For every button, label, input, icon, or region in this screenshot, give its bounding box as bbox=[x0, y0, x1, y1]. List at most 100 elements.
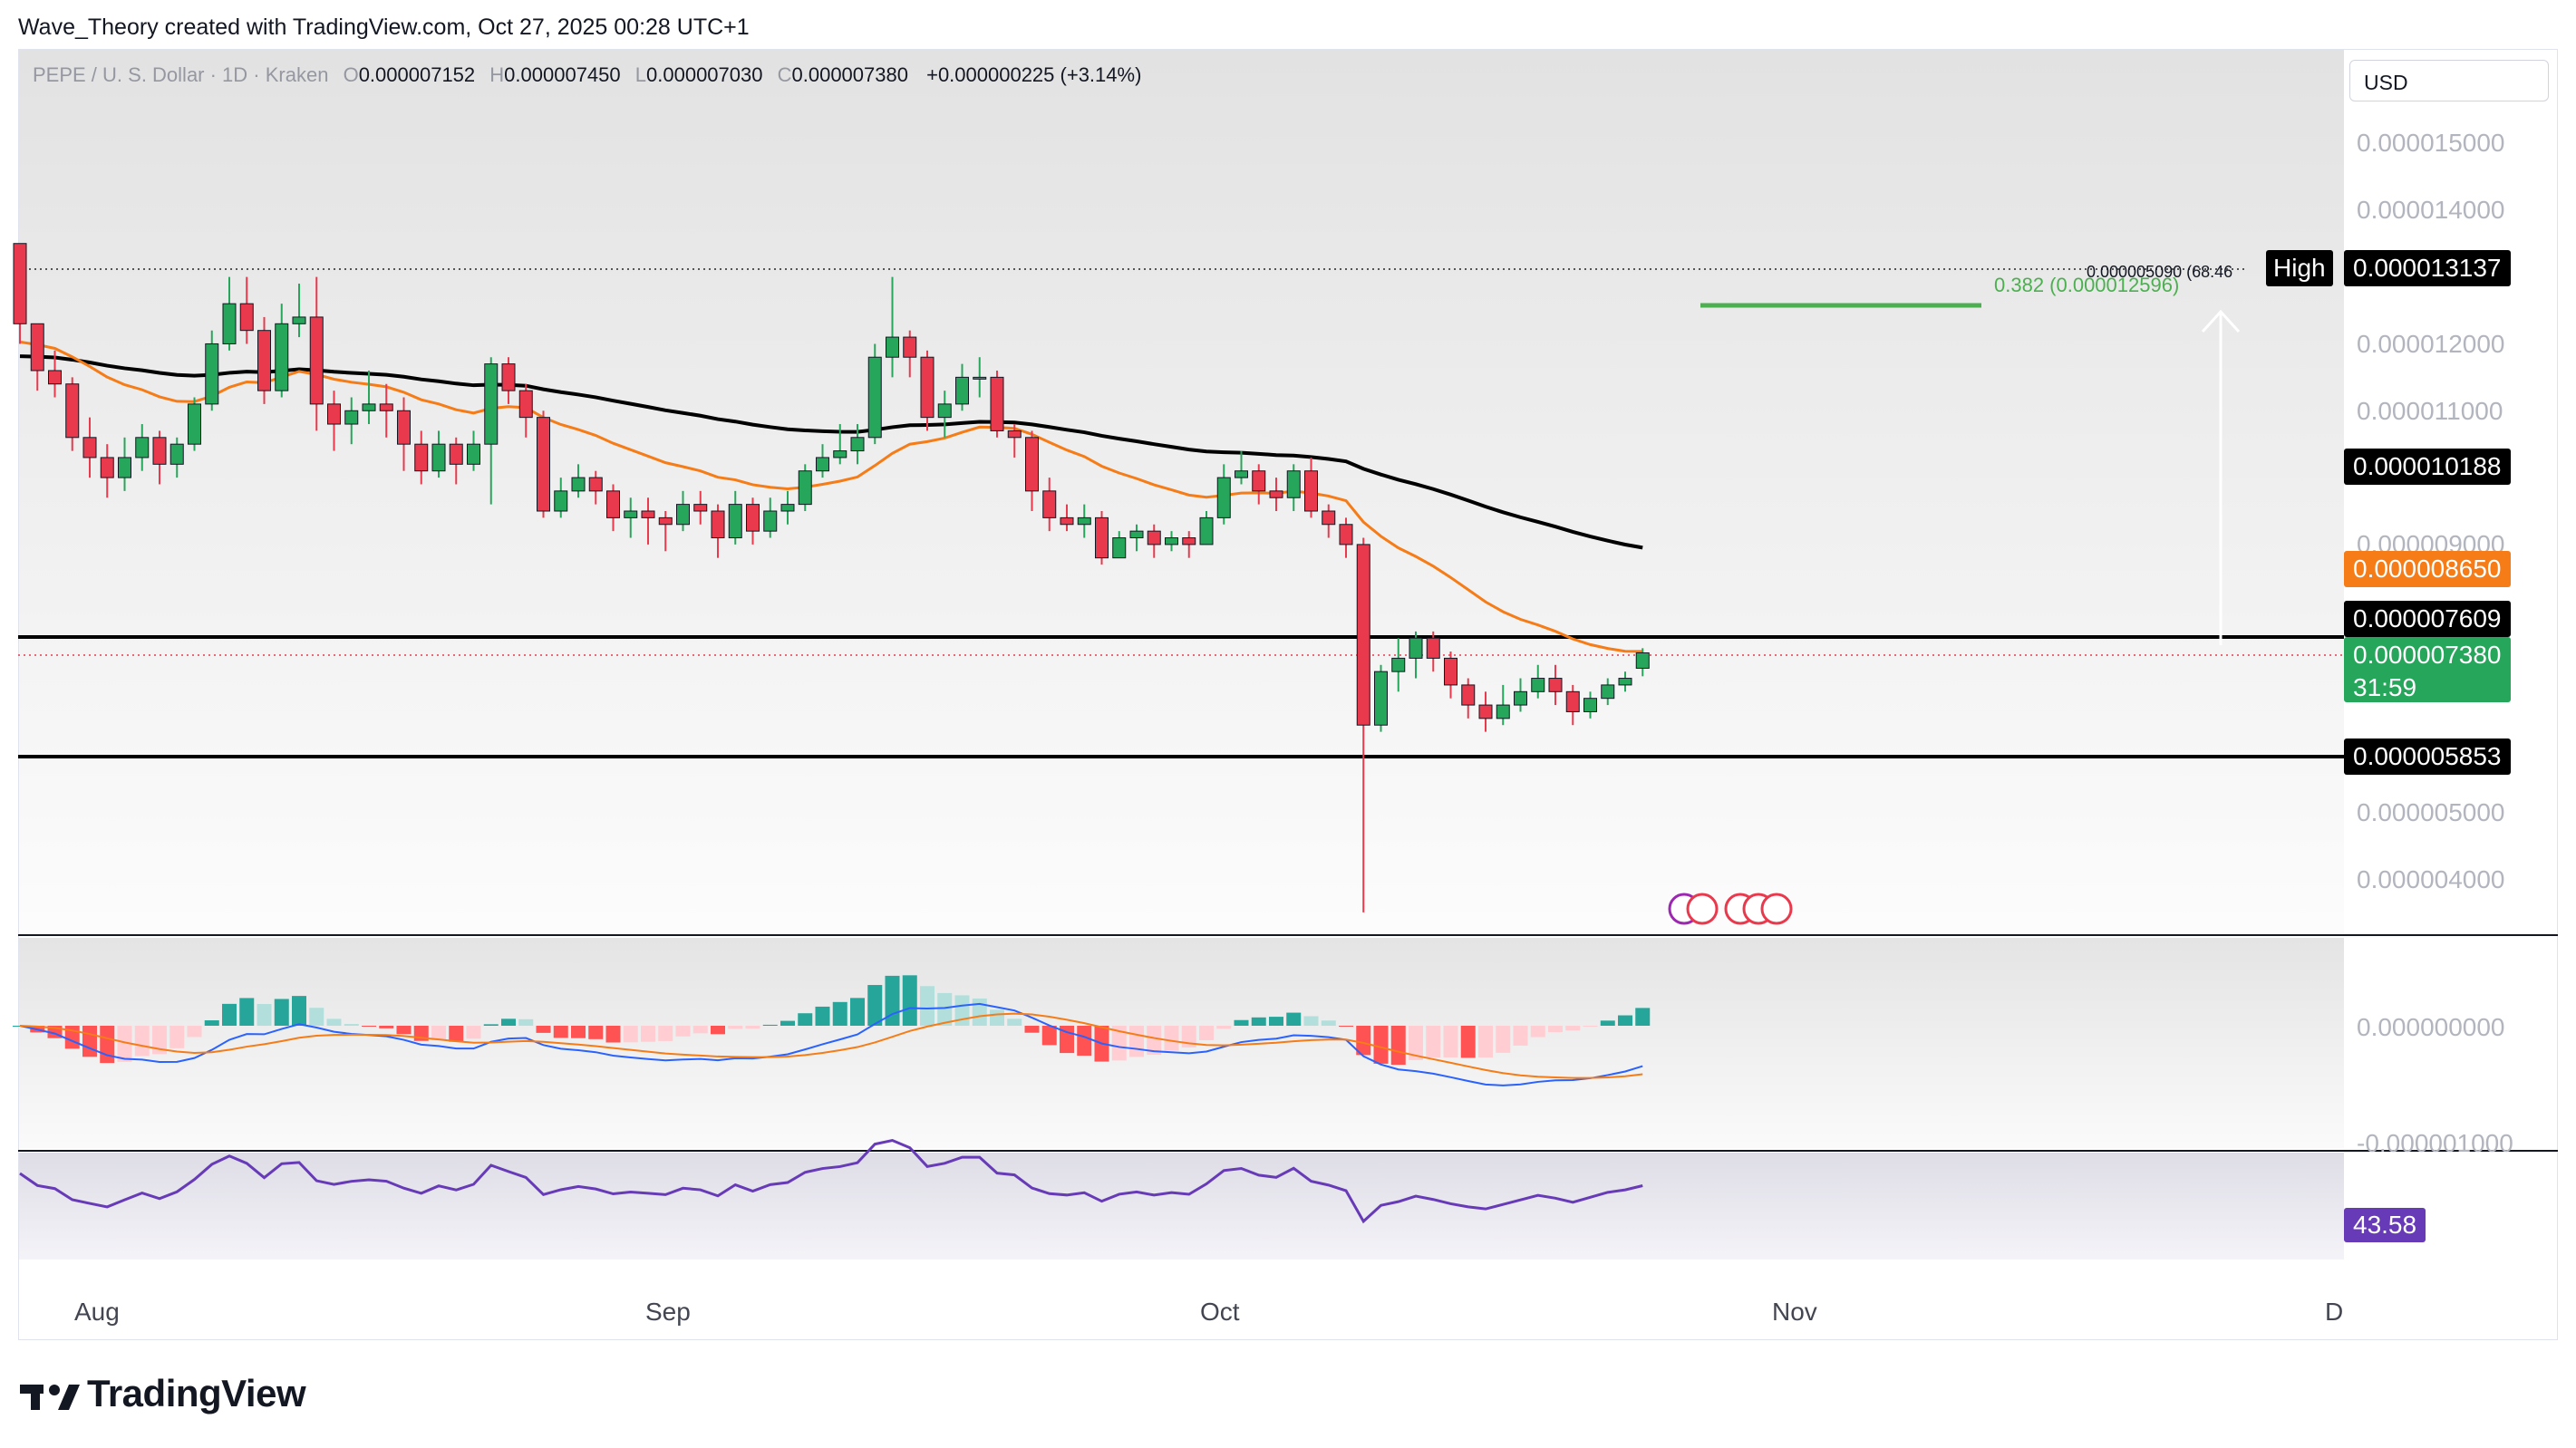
candle-body bbox=[990, 376, 1004, 431]
macd-histogram-bar bbox=[1234, 1019, 1249, 1026]
tradingview-logo-icon[interactable] bbox=[18, 1374, 82, 1419]
symbol-legend[interactable]: PEPE / U. S. Dollar · 1D · Kraken O0.000… bbox=[33, 63, 1141, 87]
candle-body bbox=[763, 510, 778, 532]
macd-histogram-bar bbox=[536, 1026, 551, 1033]
macd-histogram-bar bbox=[222, 1003, 237, 1026]
rsi-indicator[interactable] bbox=[19, 1138, 1643, 1224]
us-flag-icon[interactable] bbox=[1760, 893, 1793, 925]
symbol-name: PEPE / U. S. Dollar · 1D · Kraken bbox=[33, 63, 329, 86]
macd-histogram-bar bbox=[623, 1026, 638, 1043]
candle-body bbox=[903, 336, 917, 358]
macd-indicator[interactable] bbox=[13, 975, 1651, 1086]
candle-body bbox=[518, 390, 533, 419]
ema200-line[interactable] bbox=[19, 354, 1643, 550]
us-flag-icon[interactable] bbox=[1686, 893, 1719, 925]
time-axis-tick: D bbox=[2325, 1298, 2344, 1326]
macd-histogram-bar bbox=[396, 1026, 412, 1035]
candle-body bbox=[693, 504, 708, 512]
candle-body bbox=[676, 504, 690, 526]
macd-histogram-bar bbox=[1409, 1026, 1423, 1060]
candle-body bbox=[1531, 678, 1545, 692]
macd-histogram-bar bbox=[641, 1026, 655, 1042]
candle-body bbox=[833, 450, 847, 459]
macd-histogram-bar bbox=[1548, 1026, 1563, 1033]
macd-histogram-bar bbox=[832, 1001, 847, 1026]
candle-body bbox=[554, 490, 568, 512]
target-arrow-head bbox=[2201, 309, 2241, 333]
high-badge-label: High bbox=[2266, 250, 2333, 286]
macd-histogram-bar bbox=[1373, 1026, 1389, 1064]
candle-body bbox=[414, 443, 429, 472]
price-axis-tick: 0.000004000 bbox=[2357, 865, 2505, 893]
candle-body bbox=[606, 490, 620, 518]
macd-histogram-bar bbox=[483, 1024, 499, 1026]
macd-histogram-bar bbox=[885, 975, 900, 1026]
macd-histogram-bar bbox=[518, 1018, 534, 1026]
fib-0382-label[interactable]: 0.382 (0.000012596) bbox=[1994, 274, 2180, 296]
candle-body bbox=[100, 457, 114, 478]
candle-body bbox=[1374, 671, 1388, 726]
macd-histogram-bar bbox=[762, 1024, 778, 1026]
macd-histogram-bar bbox=[257, 1004, 272, 1026]
candle-body bbox=[484, 363, 499, 445]
high-price-badge: 0.000013137 bbox=[2344, 250, 2511, 286]
macd-histogram-bar bbox=[1390, 1026, 1406, 1066]
macd-histogram-bar bbox=[1565, 1026, 1581, 1031]
macd-histogram-bar bbox=[1600, 1020, 1615, 1026]
support-badge: 0.000005853 bbox=[2344, 738, 2511, 775]
candle-body bbox=[1601, 684, 1615, 700]
macd-histogram-bar bbox=[1147, 1026, 1162, 1056]
candles[interactable] bbox=[13, 243, 1650, 912]
candle-body bbox=[1304, 470, 1318, 512]
currency-selector[interactable]: USD bbox=[2349, 60, 2549, 101]
candle-body bbox=[30, 323, 44, 372]
macd-histogram-bar bbox=[1216, 1026, 1232, 1029]
macd-histogram-bar bbox=[1496, 1026, 1511, 1053]
candle-body bbox=[1025, 437, 1039, 492]
candle-body bbox=[152, 437, 167, 465]
macd-histogram-bar bbox=[571, 1026, 586, 1038]
macd-histogram-bar bbox=[972, 998, 987, 1026]
macd-histogram-bar bbox=[362, 1026, 376, 1027]
candle-body bbox=[588, 477, 603, 492]
candle-body bbox=[1496, 704, 1510, 719]
macd-histogram-bar bbox=[1251, 1017, 1266, 1026]
economic-event-icons[interactable] bbox=[1668, 893, 1793, 925]
candle-body bbox=[65, 383, 80, 439]
last-price-value: 0.000007380 bbox=[2353, 641, 2502, 669]
macd-histogram-bar bbox=[1583, 1026, 1598, 1027]
macd-histogram-bar bbox=[990, 1009, 1004, 1026]
macd-histogram-bar bbox=[187, 1026, 202, 1038]
candle-body bbox=[1618, 678, 1632, 686]
macd-histogram-bar bbox=[1513, 1026, 1528, 1046]
candle-body bbox=[1391, 657, 1406, 672]
candle-body bbox=[1199, 516, 1214, 545]
ema50-line[interactable] bbox=[19, 340, 1643, 653]
macd-signal-line bbox=[19, 1012, 1643, 1079]
level-upper-badge: 0.000010188 bbox=[2344, 449, 2511, 485]
candle-body bbox=[867, 356, 882, 439]
ema200-path bbox=[19, 354, 1643, 550]
candle-body bbox=[397, 410, 411, 445]
candle-body bbox=[379, 403, 393, 411]
time-axis-tick: Oct bbox=[1200, 1298, 1240, 1326]
range-measure-label[interactable]: 0.000005090 (68.46 bbox=[2087, 263, 2233, 281]
candle-body bbox=[449, 443, 463, 465]
candle-body bbox=[1269, 490, 1283, 498]
candle-body bbox=[205, 343, 219, 405]
macd-histogram-bar bbox=[466, 1026, 481, 1039]
macd-histogram-bar bbox=[1286, 1012, 1302, 1026]
time-axis-tick: Nov bbox=[1772, 1298, 1817, 1326]
macd-histogram-bar bbox=[1129, 1026, 1144, 1057]
candle-body bbox=[1235, 470, 1248, 478]
tradingview-logo-text[interactable]: TradingView bbox=[87, 1372, 306, 1414]
low-value: 0.000007030 bbox=[646, 63, 763, 86]
macd-histogram-bar bbox=[815, 1006, 830, 1026]
macd-histogram-bar bbox=[867, 985, 883, 1026]
candle-body bbox=[816, 457, 829, 472]
macd-histogram-bar bbox=[605, 1026, 621, 1043]
candle-body bbox=[955, 376, 969, 405]
macd-histogram-bar bbox=[1460, 1026, 1476, 1058]
candle-body bbox=[1286, 470, 1301, 498]
